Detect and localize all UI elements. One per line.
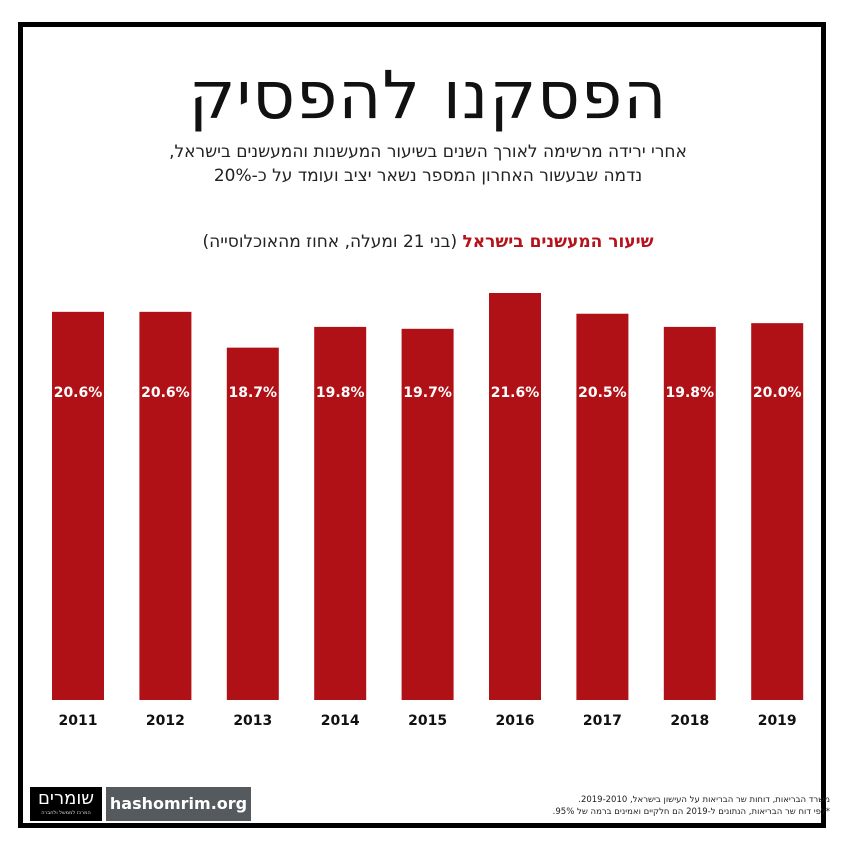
x-tick-label: 2019 <box>758 713 797 729</box>
bar-value-label: 19.7% <box>403 385 452 401</box>
x-tick-label: 2016 <box>496 713 535 729</box>
bar-value-label: 20.0% <box>753 385 802 401</box>
x-tick-label: 2011 <box>59 713 98 729</box>
chart-title: שיעור המעשנים בישראל <box>462 232 654 252</box>
brand-logo: שומרים המרכז לממשל ולחברה <box>30 787 102 821</box>
bar-2016 <box>489 293 541 700</box>
x-tick-label: 2012 <box>146 713 185 729</box>
logo-text: שומרים <box>37 788 94 809</box>
x-tick-label: 2017 <box>583 713 622 729</box>
x-tick-label: 2014 <box>321 713 360 729</box>
bar-value-label: 19.8% <box>666 385 715 401</box>
source-line-2: *לפי דוח שר הבריאות, הנתונים ל-2019 הם ח… <box>552 807 830 817</box>
source-line-1: משרד הבריאות, דוחות שר הבריאות על העישון… <box>578 795 830 805</box>
bar-value-label: 18.7% <box>229 385 278 401</box>
chart-heading: שיעור המעשנים בישראל (בני 21 ומעלה, אחוז… <box>0 230 856 254</box>
subtitle-line-1: אחרי ירידה מרשימה לאורך השנים בשיעור המע… <box>169 142 687 162</box>
bar-2017 <box>576 313 629 700</box>
bar-2014 <box>314 326 367 700</box>
x-tick-label: 2013 <box>233 713 272 729</box>
bar-2013 <box>226 347 279 700</box>
page-title: הפסקנו להפסיק <box>188 57 668 134</box>
bar-value-label: 20.6% <box>141 385 190 401</box>
bar-value-label: 20.6% <box>54 385 103 401</box>
logo-subtext: המרכז לממשל ולחברה <box>41 810 91 816</box>
source-note: משרד הבריאות, דוחות שר הבריאות על העישון… <box>440 794 830 818</box>
chart-title-note: (בני 21 ומעלה, אחוז מהאוכלוסייה) <box>202 232 458 252</box>
website-link[interactable]: hashomrim.org <box>106 787 251 821</box>
bar-value-label: 20.5% <box>578 385 627 401</box>
x-tick-label: 2015 <box>408 713 447 729</box>
subtitle-line-2: נדמה שבעשור האחרון המספר נשאר יציב ועומד… <box>213 166 643 186</box>
bar-value-label: 21.6% <box>491 385 540 401</box>
bar-2018 <box>663 326 716 700</box>
bar-2012 <box>139 311 192 700</box>
subtitle: אחרי ירידה מרשימה לאורך השנים בשיעור המע… <box>30 140 826 188</box>
bar-2015 <box>401 328 454 700</box>
bar-value-label: 19.8% <box>316 385 365 401</box>
x-tick-label: 2018 <box>670 713 709 729</box>
bar-2011 <box>52 311 104 700</box>
bar-2019 <box>751 323 804 700</box>
